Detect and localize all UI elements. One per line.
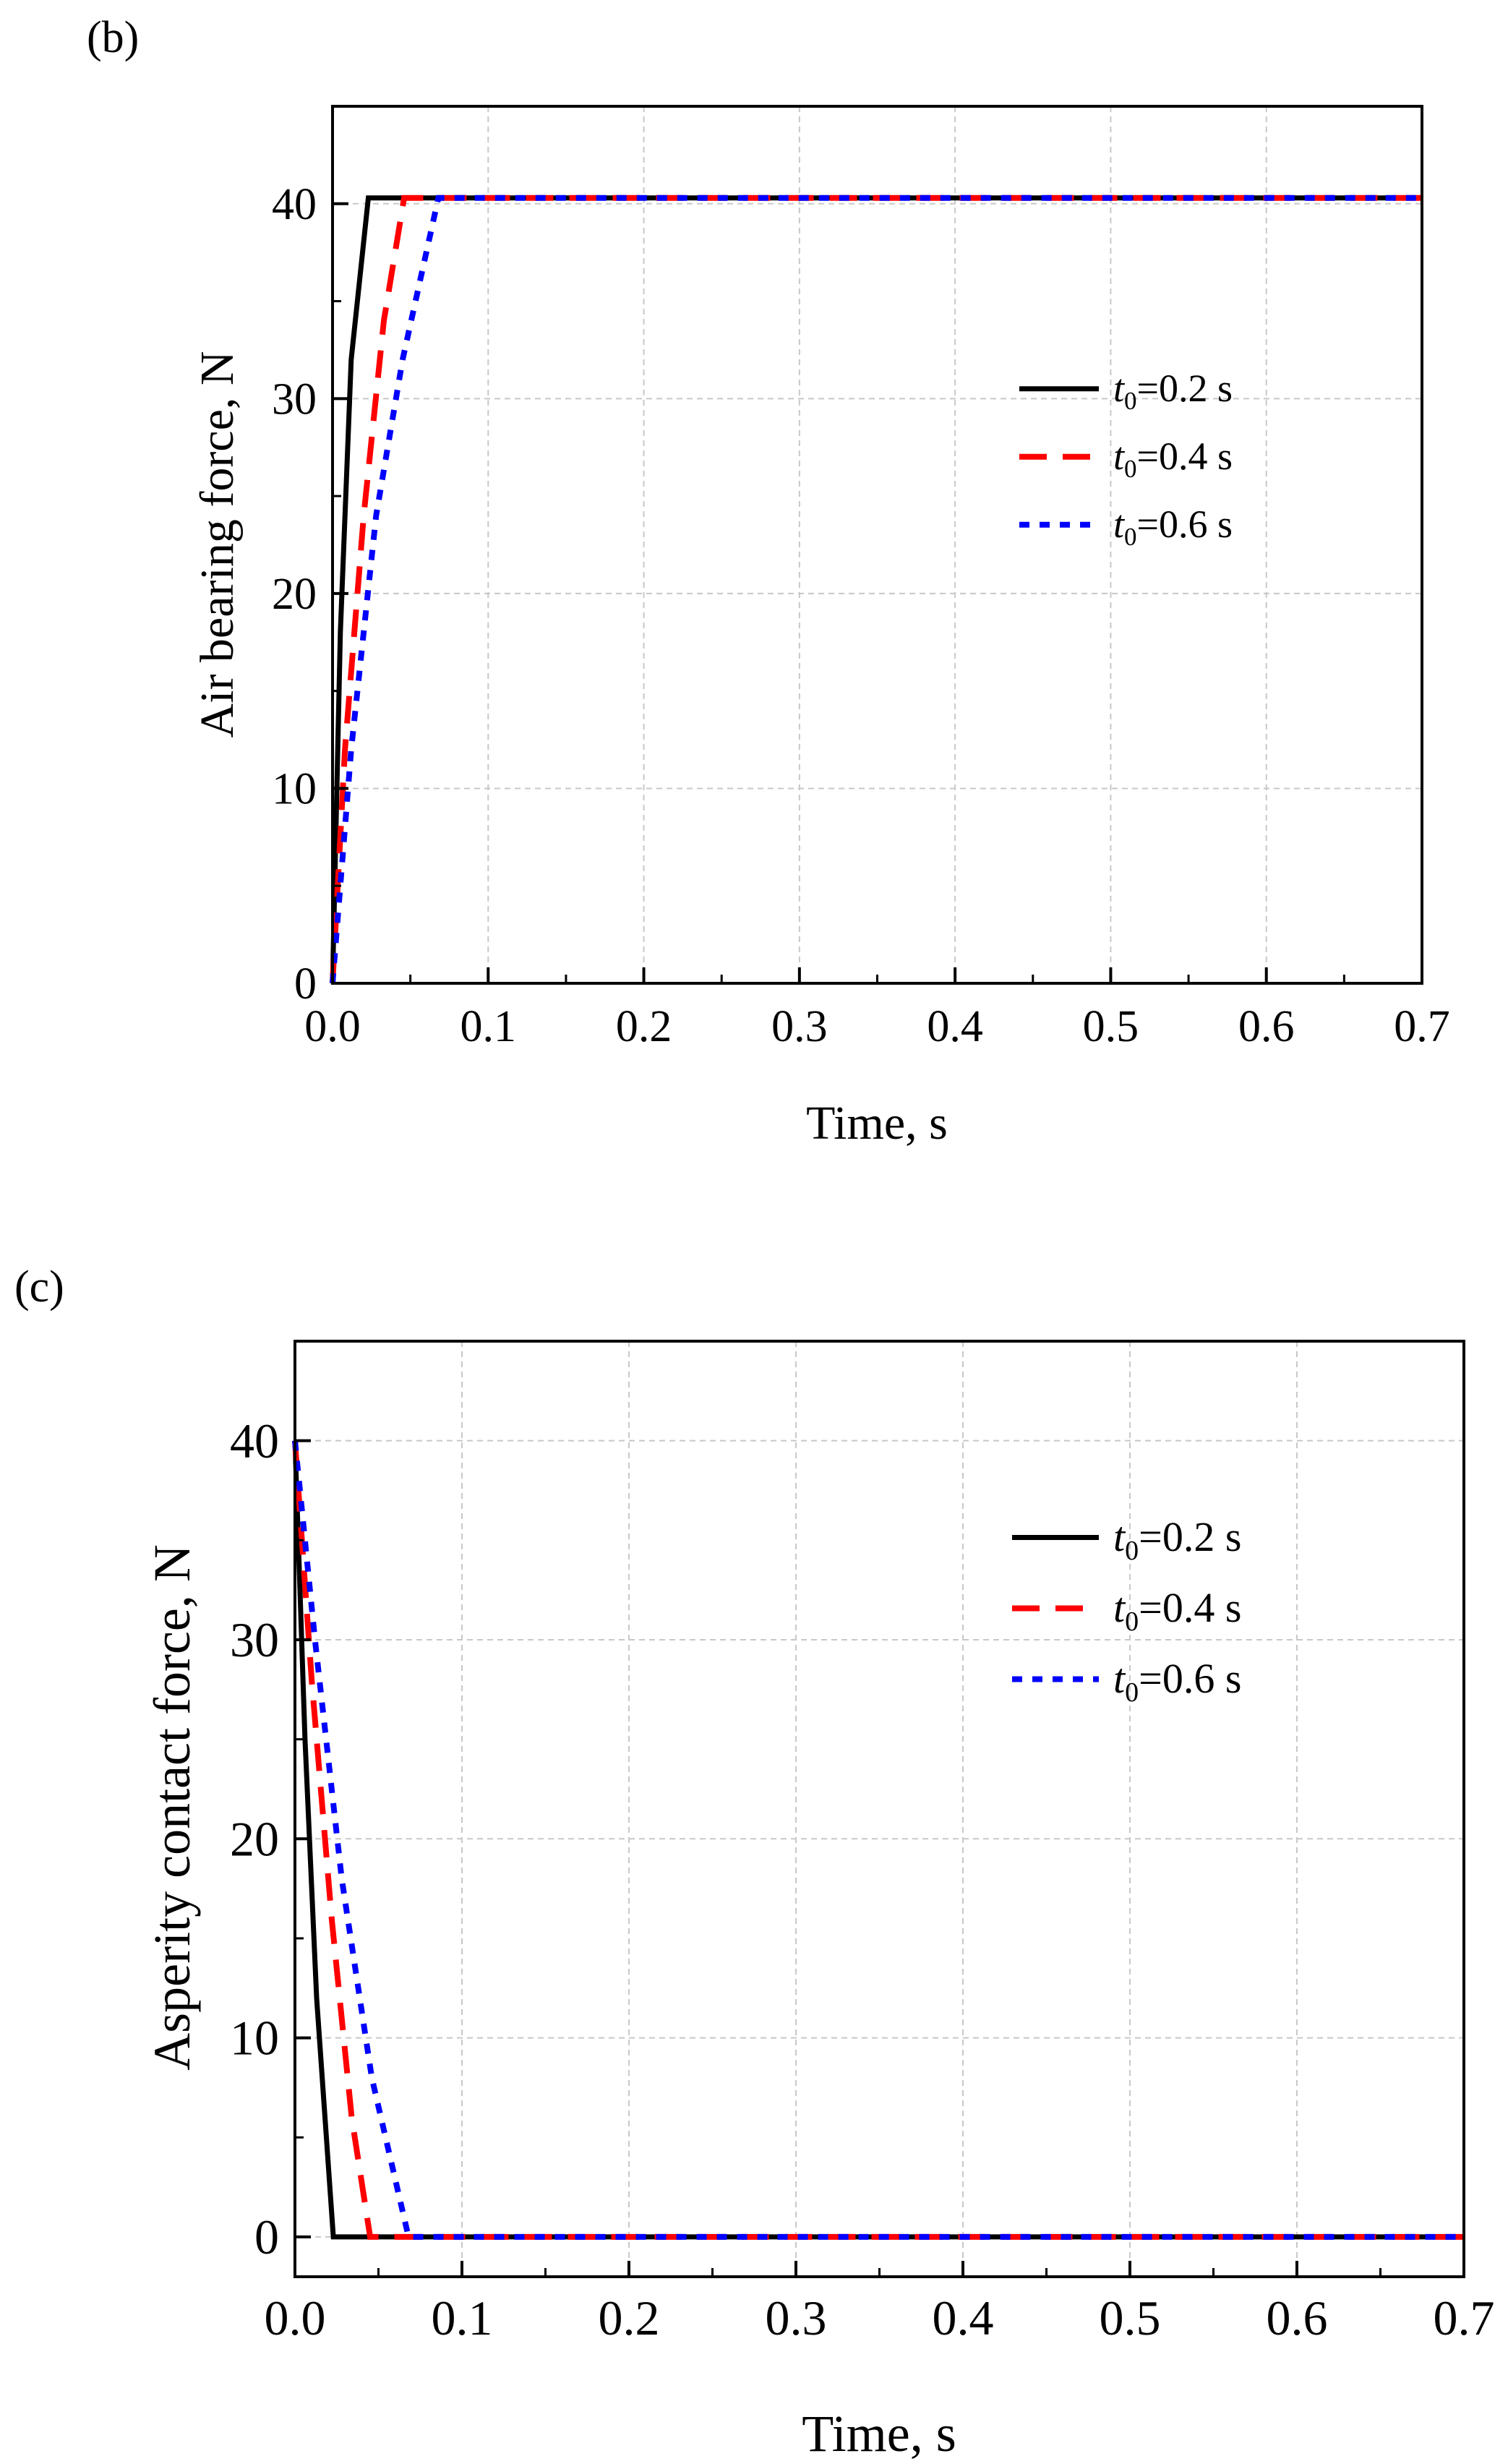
series-line-dotted [292, 1440, 1464, 2240]
y-tick-label: 40 [230, 1413, 279, 1468]
legend-label: t0=0.6 s [1113, 502, 1233, 551]
y-tick-label: 40 [272, 180, 317, 229]
x-tick-label: 0.6 [1238, 1002, 1295, 1051]
legend-label: t0=0.2 s [1113, 367, 1233, 415]
panel-b-air-bearing-force: (b) 0.0 0.1 0.2 0.3 0.4 0.5 0.6 0.7 0 10 20 30 40 Ti… [87, 13, 1450, 1150]
x-tick-label: 0.3 [771, 1002, 828, 1051]
legend-label: t0=0.4 s [1113, 435, 1233, 483]
legend-b: t0=0.2 s t0=0.4 s t0=0.6 s [1019, 367, 1233, 551]
x-tick-label: 0.4 [933, 2290, 994, 2345]
series-lines-b [330, 194, 1422, 984]
x-tick-label: 0.7 [1434, 2290, 1495, 2345]
y-tick-label: 0 [294, 959, 317, 1009]
axis-ticks-c: 0.0 0.1 0.2 0.3 0.4 0.5 0.6 0.7 0 10 20 30 40 [230, 1340, 1495, 2345]
x-tick-label: 0.0 [304, 1002, 361, 1051]
panel-label-c: (c) [14, 1262, 64, 1312]
y-tick-label: 10 [272, 765, 317, 814]
y-tick-label: 20 [272, 570, 317, 619]
x-axis-label-b: Time, s [806, 1097, 948, 1150]
series-line-solid [330, 195, 1422, 984]
x-tick-label: 0.6 [1267, 2290, 1328, 2345]
y-tick-label: 0 [254, 2210, 279, 2264]
x-axis-label-c: Time, s [802, 2405, 956, 2463]
x-tick-label: 0.1 [460, 1002, 517, 1051]
y-tick-label: 30 [272, 375, 317, 424]
x-tick-label: 0.3 [766, 2290, 827, 2345]
legend-label: t0=0.6 s [1113, 1655, 1241, 1708]
y-tick-label: 20 [230, 1811, 279, 1866]
panel-c-asperity-contact-force: (c) 0.0 0.1 0.2 0.3 0.4 0.5 0.6 0.7 0 10 20 30 40 Ti… [14, 1262, 1495, 2463]
series-line-dotted [330, 194, 1422, 984]
series-line-dashed [330, 194, 1422, 984]
x-tick-label: 0.4 [927, 1002, 983, 1051]
axis-ticks-b: 0.0 0.1 0.2 0.3 0.4 0.5 0.6 0.7 0 10 20 30 40 [272, 105, 1450, 1051]
grid-b [333, 106, 1422, 984]
x-tick-label: 0.0 [265, 2290, 326, 2345]
y-axis-label-c: Asperity contact force, N [143, 1544, 201, 2071]
x-tick-label: 0.5 [1100, 2290, 1161, 2345]
panel-label-b: (b) [87, 13, 139, 62]
legend-label: t0=0.2 s [1113, 1513, 1241, 1566]
legend-label: t0=0.4 s [1113, 1584, 1241, 1637]
y-tick-label: 30 [230, 1612, 279, 1667]
x-tick-label: 0.2 [599, 2290, 660, 2345]
x-tick-label: 0.2 [616, 1002, 672, 1051]
y-tick-label: 10 [230, 2011, 279, 2066]
x-tick-label: 0.5 [1083, 1002, 1139, 1051]
x-tick-label: 0.1 [432, 2290, 493, 2345]
x-tick-label: 0.7 [1394, 1002, 1450, 1051]
grid-c [295, 1341, 1464, 2277]
legend-c: t0=0.2 s t0=0.4 s t0=0.6 s [1012, 1513, 1241, 1708]
y-axis-label-b: Air bearing force, N [191, 351, 244, 737]
plot-frame-c [294, 1340, 1465, 2278]
plot-frame-b [331, 105, 1423, 985]
